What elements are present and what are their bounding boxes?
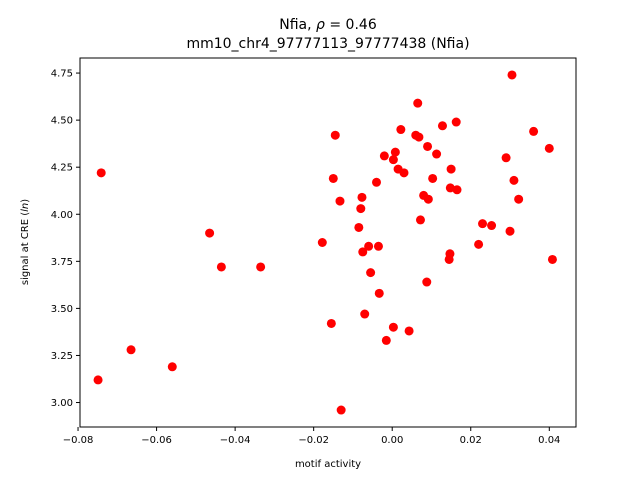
data-point-24 bbox=[381, 335, 391, 345]
data-point-39 bbox=[423, 194, 433, 204]
data-point-48 bbox=[452, 185, 462, 195]
data-point-52 bbox=[501, 153, 511, 163]
y-tick-label-6: 4.50 bbox=[51, 116, 73, 127]
data-point-53 bbox=[505, 226, 515, 236]
data-point-54 bbox=[507, 70, 517, 80]
data-point-20 bbox=[372, 177, 381, 187]
x-tick-label-6: 0.04 bbox=[538, 435, 560, 446]
data-point-47 bbox=[451, 117, 461, 127]
data-point-40 bbox=[428, 173, 438, 183]
data-point-42 bbox=[437, 121, 447, 131]
data-points bbox=[93, 70, 557, 415]
data-point-50 bbox=[478, 219, 488, 229]
y-tick-label-4: 4.00 bbox=[51, 210, 73, 221]
data-point-18 bbox=[364, 241, 374, 251]
data-point-31 bbox=[404, 326, 414, 336]
data-point-10 bbox=[330, 130, 340, 140]
data-point-23 bbox=[379, 151, 389, 161]
data-point-49 bbox=[474, 239, 484, 249]
data-point-27 bbox=[390, 147, 400, 157]
data-point-56 bbox=[514, 194, 524, 204]
x-axis-label: motif activity bbox=[295, 459, 361, 470]
data-point-15 bbox=[357, 192, 367, 202]
data-point-7 bbox=[317, 238, 327, 247]
data-point-34 bbox=[414, 132, 424, 142]
y-tick-label-3: 3.75 bbox=[51, 257, 73, 268]
data-point-55 bbox=[509, 175, 519, 185]
data-point-26 bbox=[388, 155, 398, 165]
data-point-37 bbox=[422, 277, 432, 287]
data-point-29 bbox=[396, 125, 406, 135]
data-point-33 bbox=[413, 98, 423, 108]
data-point-30 bbox=[399, 168, 409, 178]
data-point-51 bbox=[487, 221, 497, 231]
data-point-38 bbox=[423, 141, 433, 151]
data-point-13 bbox=[354, 222, 364, 232]
data-point-1 bbox=[96, 168, 106, 178]
y-axis-label: signal at CRE (ln) bbox=[20, 199, 31, 285]
data-point-19 bbox=[366, 268, 376, 278]
data-point-21 bbox=[373, 241, 383, 251]
data-point-3 bbox=[167, 362, 177, 372]
x-tick-label-1: −0.06 bbox=[141, 435, 172, 446]
x-tick-label-3: −0.02 bbox=[298, 435, 329, 446]
data-point-14 bbox=[356, 204, 366, 214]
data-point-2 bbox=[126, 345, 136, 355]
y-tick-label-5: 4.25 bbox=[51, 163, 73, 174]
data-point-8 bbox=[326, 318, 336, 328]
data-point-46 bbox=[446, 164, 456, 174]
chart-subtitle: mm10_chr4_97777113_97777438 (Nfia) bbox=[186, 36, 469, 52]
plot-area-frame bbox=[79, 57, 577, 428]
data-point-35 bbox=[415, 215, 425, 225]
data-point-22 bbox=[374, 288, 384, 298]
data-point-17 bbox=[360, 309, 370, 319]
data-point-0 bbox=[93, 375, 103, 385]
data-point-11 bbox=[335, 196, 345, 206]
data-point-58 bbox=[544, 143, 554, 153]
x-tick-label-0: −0.08 bbox=[63, 435, 94, 446]
data-point-9 bbox=[328, 173, 338, 183]
x-tick-label-5: 0.02 bbox=[460, 435, 482, 446]
x-tick-label-2: −0.04 bbox=[220, 435, 251, 446]
data-point-16 bbox=[358, 247, 368, 257]
data-point-6 bbox=[256, 262, 266, 272]
data-point-41 bbox=[432, 149, 442, 159]
y-tick-label-2: 3.50 bbox=[51, 304, 73, 315]
data-point-4 bbox=[205, 228, 215, 238]
y-axis-ticks: 3.00 3.25 3.50 3.75 4.00 4.25 4.50 4.75 bbox=[51, 69, 80, 409]
chart-title: Nfia, ρ = 0.46 bbox=[279, 17, 377, 33]
data-point-12 bbox=[336, 405, 346, 415]
x-tick-label-4: 0.00 bbox=[381, 435, 403, 446]
x-axis-ticks: −0.08 −0.06 −0.04 −0.02 0.00 0.02 0.04 bbox=[63, 427, 560, 446]
data-point-25 bbox=[388, 322, 398, 332]
y-tick-label-7: 4.75 bbox=[51, 69, 73, 80]
y-tick-label-0: 3.00 bbox=[51, 398, 73, 409]
data-point-57 bbox=[529, 126, 539, 136]
data-point-44 bbox=[445, 249, 455, 259]
data-point-5 bbox=[216, 262, 226, 272]
y-tick-label-1: 3.25 bbox=[51, 351, 73, 362]
data-point-59 bbox=[547, 254, 557, 264]
